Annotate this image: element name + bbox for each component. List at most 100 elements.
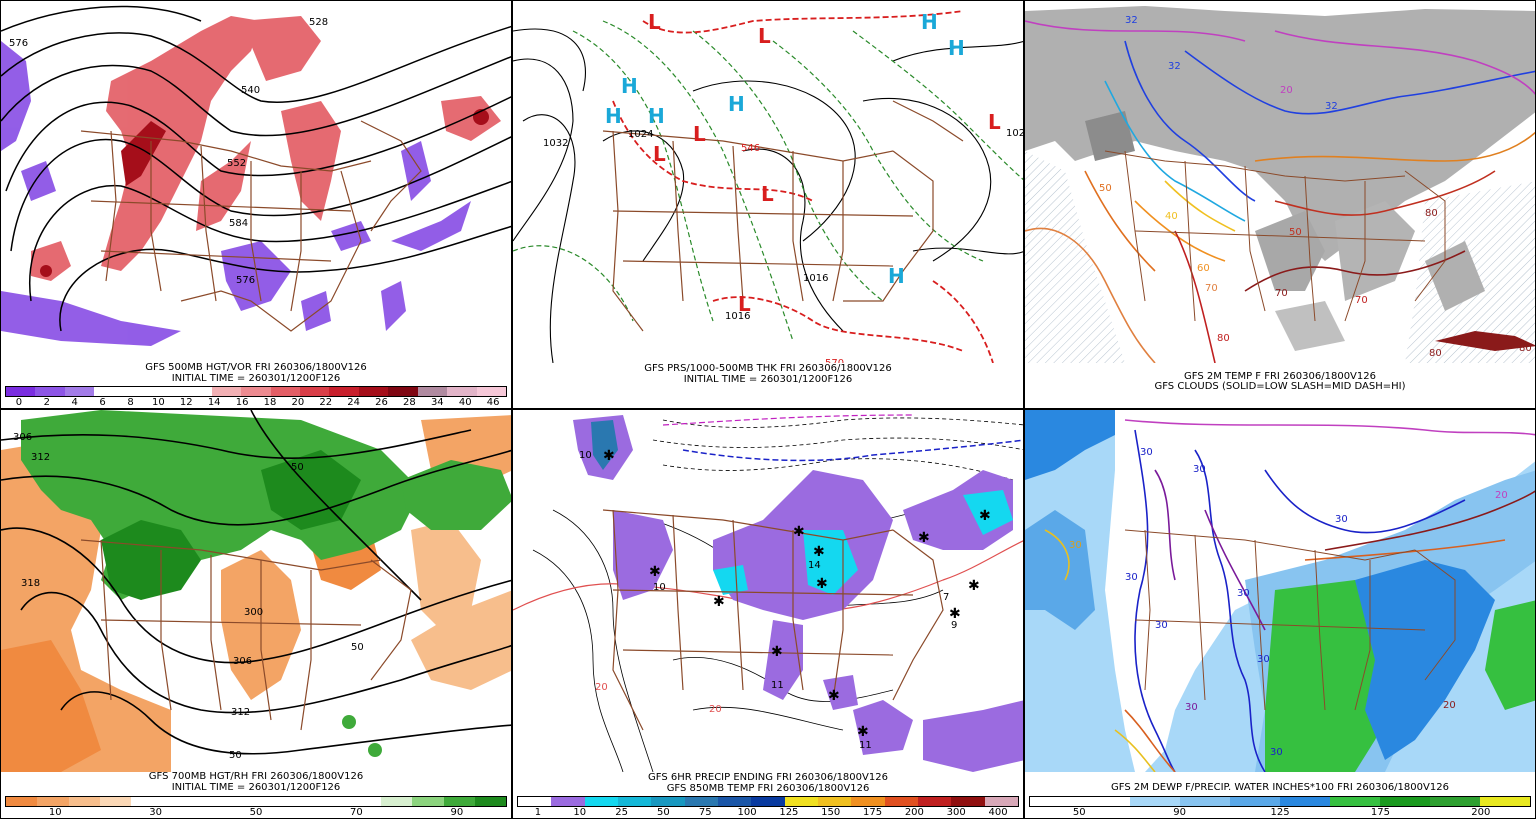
snow-icon: ✱ xyxy=(771,644,783,660)
legend-tick-label: 100 xyxy=(737,807,757,818)
legend-tick-label: 50 xyxy=(249,807,263,818)
legend-swatch xyxy=(99,797,131,806)
legend-swatch xyxy=(1430,797,1480,806)
legend-tick-label: 40 xyxy=(458,397,472,408)
contour-label: 80 xyxy=(1425,208,1438,219)
contour-label: 50 xyxy=(1099,183,1112,194)
legend-swatch xyxy=(193,797,225,806)
legend-swatch xyxy=(68,797,100,806)
map-700mb: 306 312 318 300 306 312 50 50 50 xyxy=(1,410,511,772)
contour-label: 10 xyxy=(579,450,592,461)
legend-tick-label: 12 xyxy=(179,397,193,408)
contour-label: 50 xyxy=(351,642,364,653)
thickness-lines-red xyxy=(612,10,994,363)
legend-swatch xyxy=(1130,797,1180,806)
snow-icon: ✱ xyxy=(793,524,805,540)
contour-label: 32 xyxy=(1125,15,1138,26)
snow-icon: ✱ xyxy=(857,724,869,740)
legend-tick-label: 125 xyxy=(1270,807,1290,818)
snow-icon: ✱ xyxy=(979,508,991,524)
legend-swatch xyxy=(784,797,818,806)
high-pressure-marker: H xyxy=(921,10,938,34)
legend-swatch xyxy=(256,797,288,806)
contour-label: 9 xyxy=(951,620,957,631)
legend-tick-label: 14 xyxy=(207,397,221,408)
contour-label: 11 xyxy=(859,740,872,751)
contour-label: 312 xyxy=(231,707,250,718)
legend-swatch xyxy=(1480,797,1530,806)
contour-label: 1016 xyxy=(725,311,750,322)
panel-6hr-precip: ✱ ✱ ✱ ✱ ✱ ✱ ✱ ✱ ✱ ✱ ✱ ✱ ✱ 10 14 10 11 7 … xyxy=(512,409,1024,819)
legend-swatch xyxy=(684,797,718,806)
snow-icon: ✱ xyxy=(713,594,725,610)
legend-tick-label: 90 xyxy=(450,807,464,818)
dewpoint-contours xyxy=(1044,419,1535,772)
low-pressure-marker: L xyxy=(653,142,666,166)
legend-swatch xyxy=(329,387,359,396)
contour-label: 30 xyxy=(1257,654,1270,665)
high-pressure-marker: H xyxy=(605,104,622,128)
map-pressure: L L L L L L L H H H H H H H 1032 1024 10… xyxy=(513,10,1024,363)
contour-label: 1016 xyxy=(803,273,828,284)
positive-vorticity-areas xyxy=(31,16,501,281)
legend-tick-label: 150 xyxy=(821,807,841,818)
temperature-contours-dashed xyxy=(652,417,1023,481)
legend-tick-label: 10 xyxy=(152,397,165,408)
caption-title: GFS 2M DEWP F/PRECIP. WATER INCHES*100 F… xyxy=(1111,782,1449,793)
contour-label: 312 xyxy=(31,452,50,463)
contour-label-group: 10 14 10 11 7 9 11 20 20 xyxy=(579,450,957,751)
contour-label: 300 xyxy=(244,607,263,618)
precipitable-water-fills xyxy=(1025,410,1535,772)
legend-tick-label: 24 xyxy=(347,397,360,408)
snow-icon: ✱ xyxy=(828,688,840,704)
contour-label: 102 xyxy=(1006,128,1024,139)
legend-swatch xyxy=(651,797,685,806)
contour-label: 540 xyxy=(241,85,260,96)
legend-swatch xyxy=(617,797,652,806)
caption-init-time: INITIAL TIME = 260301/1200F126 xyxy=(683,374,853,385)
contour-label: 20 xyxy=(595,682,608,693)
legend-swatch xyxy=(476,387,506,396)
legend-tick-label: 2 xyxy=(43,397,51,408)
contour-label: 70 xyxy=(1275,288,1288,299)
legend-swatch xyxy=(318,797,350,806)
legend-swatch xyxy=(1230,797,1280,806)
legend-swatch xyxy=(417,387,448,396)
vorticity-maxima xyxy=(40,109,489,277)
legend-swatch xyxy=(270,387,301,396)
legend-ticks: 10 30 50 70 90 xyxy=(5,807,507,818)
legend-swatch xyxy=(123,387,154,396)
legend-tick-label: 26 xyxy=(375,397,388,408)
legend-swatch xyxy=(162,797,194,806)
snow-icon: ✱ xyxy=(949,606,961,622)
legend-ticks: 0 2 4 6 8 10 12 14 16 18 20 22 24 26 28 34 40 46 xyxy=(5,397,507,408)
legend-tick-label: 90 xyxy=(1173,807,1186,818)
legend-tick-label: 125 xyxy=(779,807,799,818)
legend-swatch xyxy=(349,797,381,806)
legend-swatch xyxy=(717,797,752,806)
legend-swatch xyxy=(584,797,618,806)
color-legend xyxy=(5,386,507,397)
panel-500mb-vorticity: 576 528 540 552 576 584 GFS 500MB HGT/VO… xyxy=(0,0,512,409)
legend-swatch xyxy=(64,387,95,396)
contour-label: 20 xyxy=(709,704,722,715)
legend-tick-label: 30 xyxy=(149,807,162,818)
contour-label: 30 xyxy=(1125,572,1138,583)
panel-700mb-rh: 306 312 318 300 306 312 50 50 50 GFS 700… xyxy=(0,409,512,819)
contour-label: 50 xyxy=(291,462,304,473)
contour-label: 50 xyxy=(1289,227,1302,238)
legend-swatch xyxy=(551,797,585,806)
color-legend xyxy=(517,796,1019,807)
contour-label: 306 xyxy=(13,432,32,443)
contour-label: 30 xyxy=(1140,447,1153,458)
contour-label: 80 xyxy=(1217,333,1230,344)
contour-label-group: 1032 1024 1016 1016 102 570 546 xyxy=(543,128,1024,363)
legend-swatch xyxy=(287,797,319,806)
legend-swatch xyxy=(131,797,163,806)
contour-label: 576 xyxy=(236,275,255,286)
caption-init-time: INITIAL TIME = 260301/1200F126 xyxy=(171,373,341,384)
caption-cloud-key: GFS CLOUDS (SOLID=LOW SLASH=MID DASH=HI) xyxy=(1154,381,1406,392)
contour-label: 32 xyxy=(1168,61,1181,72)
legend-tick-label: 4 xyxy=(71,397,78,408)
legend-tick-label: 400 xyxy=(988,807,1008,818)
